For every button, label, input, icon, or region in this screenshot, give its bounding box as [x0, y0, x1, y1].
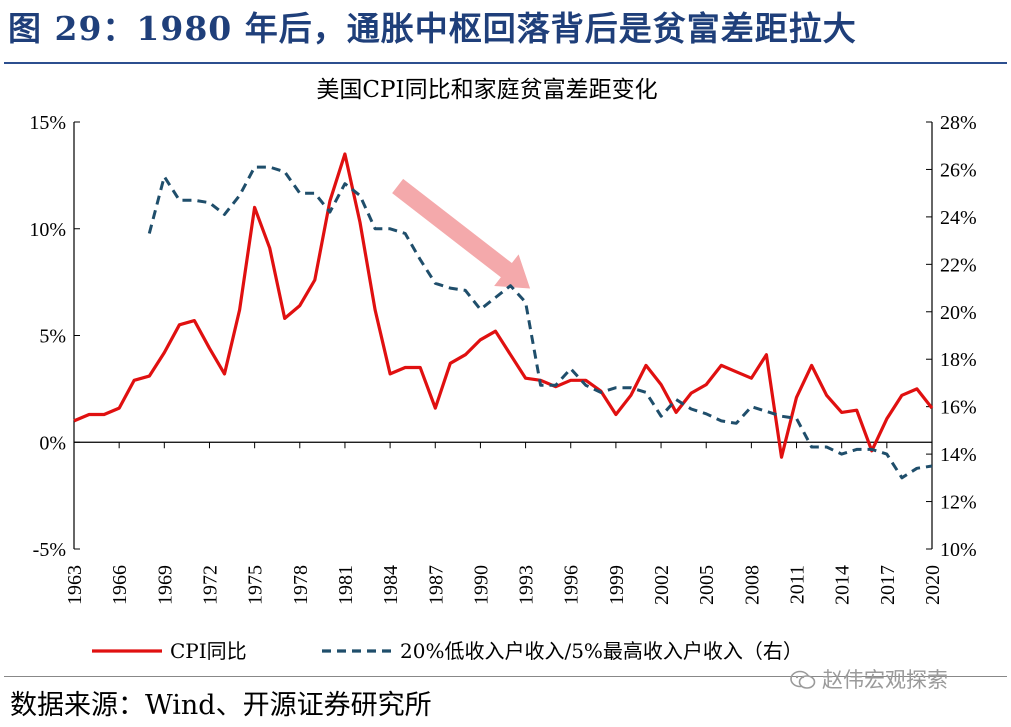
- x-tick-label: 1975: [245, 565, 267, 605]
- right-tick-label: 20%: [940, 302, 977, 324]
- right-tick-label: 24%: [940, 207, 977, 229]
- legend-ratio-label: 20%低收入户收入/5%最高收入户收入（右）: [400, 639, 803, 663]
- source-note: 数据来源：Wind、开源证券研究所: [10, 690, 432, 721]
- x-tick-label: 1981: [335, 565, 357, 605]
- source-divider: [4, 676, 1007, 677]
- watermark: 赵伟宏观探索: [790, 664, 948, 694]
- right-tick-label: 28%: [940, 112, 977, 134]
- x-tick-label: 1987: [425, 565, 447, 605]
- wechat-icon: [790, 670, 816, 689]
- x-tick-label: 1993: [516, 565, 538, 605]
- x-tick-label: 1966: [109, 565, 131, 605]
- chart-legend: CPI同比 20%低收入户收入/5%最高收入户收入（右）: [92, 639, 803, 663]
- chart-ticks: -5% 0% 5% 10% 15% 10% 12% 14% 16% 18% 20% 22% 24% 26%…: [29, 112, 976, 605]
- x-tick-label: 2011: [787, 565, 809, 604]
- watermark-text: 赵伟宏观探索: [822, 668, 948, 692]
- x-tick-label: 1990: [470, 565, 492, 605]
- left-tick-label: 10%: [29, 219, 66, 241]
- chart-title: 美国CPI同比和家庭贫富差距变化: [316, 77, 657, 103]
- right-tick-label: 22%: [940, 254, 977, 276]
- left-tick-label: -5%: [33, 539, 66, 561]
- x-tick-label: 1996: [561, 565, 583, 605]
- right-tick-label: 18%: [940, 349, 977, 371]
- x-tick-label: 2005: [696, 565, 718, 605]
- income-ratio-series-line: [147, 165, 933, 480]
- legend-cpi-label: CPI同比: [170, 639, 247, 663]
- right-tick-label: 26%: [940, 159, 977, 181]
- x-tick-label: 2020: [922, 565, 944, 605]
- x-tick-label: 1972: [199, 565, 221, 605]
- title-divider: [4, 62, 1007, 64]
- right-tick-label: 10%: [940, 539, 977, 561]
- x-tick-label: 1963: [64, 565, 86, 605]
- right-tick-label: 16%: [940, 397, 977, 419]
- x-tick-label: 1969: [154, 565, 176, 605]
- left-tick-label: 5%: [39, 326, 66, 348]
- x-tick-label: 2017: [877, 565, 899, 605]
- chart-series: [73, 152, 934, 480]
- x-tick-label: 1984: [380, 565, 402, 605]
- left-tick-label: 0%: [39, 432, 66, 454]
- right-tick-label: 14%: [940, 444, 977, 466]
- x-tick-label: 2014: [832, 565, 854, 605]
- trend-arrow: [392, 178, 531, 289]
- trend-arrow-shape: [392, 178, 531, 289]
- x-tick-label: 2002: [651, 565, 673, 605]
- x-tick-label: 2008: [741, 565, 763, 605]
- x-tick-label: 1999: [606, 565, 628, 605]
- right-tick-label: 12%: [940, 492, 977, 514]
- cpi-series-line: [73, 152, 934, 459]
- figure-title: 图 29：1980 年后，通胀中枢回落背后是贫富差距拉大: [8, 9, 857, 48]
- left-tick-label: 15%: [29, 112, 66, 134]
- x-tick-label: 1978: [290, 565, 312, 605]
